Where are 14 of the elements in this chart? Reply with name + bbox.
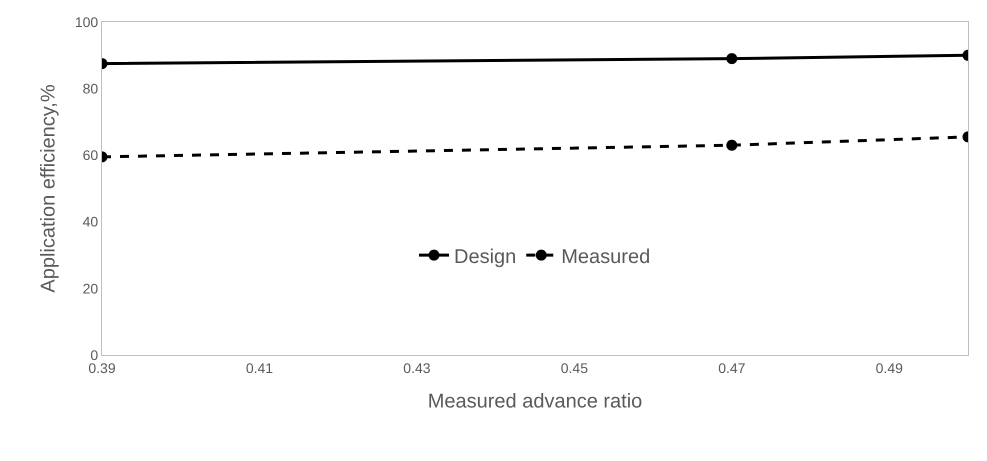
x-tick-label: 0.43 [403,360,431,376]
x-tick-label: 0.45 [560,360,588,376]
y-tick-label: 60 [82,147,98,164]
x-tick-label: 0.41 [246,360,274,376]
x-tick-label: 0.49 [876,360,904,376]
y-tick-label: 40 [82,214,98,230]
legend-label: Design [454,246,516,268]
y-tick-label: 100 [74,14,98,30]
y-tick-label: 20 [82,280,98,296]
x-axis-title: Measured advance ratio [428,390,642,412]
legend-label: Measured [561,246,650,268]
x-tick-label: 0.47 [718,360,746,376]
y-tick-label: 80 [82,80,98,96]
y-axis-title: Application efficiency,% [37,84,60,293]
